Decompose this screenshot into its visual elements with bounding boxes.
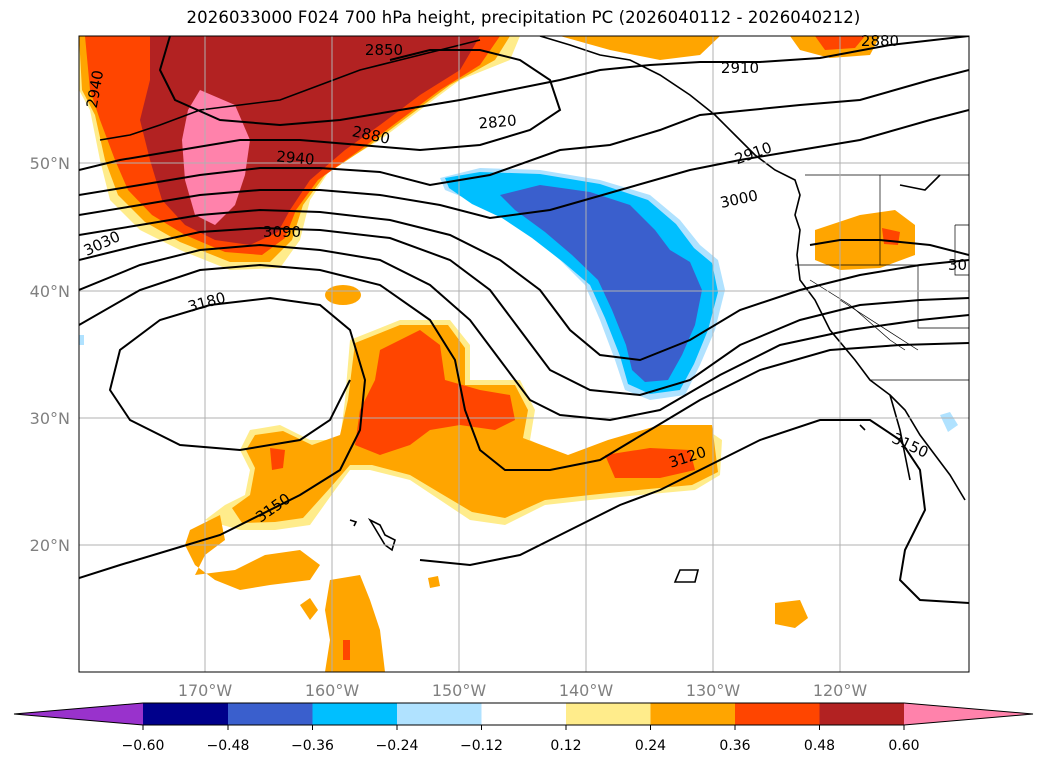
colorbar-segment bbox=[143, 703, 228, 725]
precipitation-shading bbox=[79, 36, 958, 672]
colorbar-segment bbox=[650, 703, 735, 725]
map-plot-area bbox=[79, 36, 969, 672]
colorbar-tick-label: −0.48 bbox=[207, 738, 250, 754]
longitude-labels: 170°W 160°W 150°W 140°W 130°W 120°W bbox=[178, 681, 868, 700]
contour-label: 3090 bbox=[263, 223, 301, 241]
lon-label: 140°W bbox=[559, 681, 614, 700]
colorbar-segment bbox=[904, 703, 1033, 725]
map-frame bbox=[78, 35, 970, 673]
lon-label: 150°W bbox=[432, 681, 487, 700]
map-title: 2026033000 F024 700 hPa height, precipit… bbox=[186, 8, 861, 27]
lat-label: 20°N bbox=[30, 536, 70, 555]
colorbar-tick-label: −0.12 bbox=[460, 738, 503, 754]
contour-label: 2910 bbox=[721, 59, 759, 77]
colorbar-tick-label: −0.24 bbox=[376, 738, 419, 754]
colorbar-segment bbox=[228, 703, 313, 725]
colorbar-tick-label: 0.24 bbox=[635, 738, 666, 754]
colorbar-tick-label: −0.36 bbox=[291, 738, 334, 754]
lat-label: 50°N bbox=[30, 154, 70, 173]
colorbar-tick-label: 0.36 bbox=[719, 738, 750, 754]
contour-label: 2880 bbox=[861, 32, 899, 50]
lat-label: 40°N bbox=[30, 282, 70, 301]
lon-label: 120°W bbox=[813, 681, 868, 700]
colorbar-segment bbox=[735, 703, 820, 725]
colorbar-tick-label: −0.60 bbox=[122, 738, 165, 754]
contour-label: 30 bbox=[948, 256, 967, 274]
colorbar-segment bbox=[14, 703, 143, 725]
colorbar-segment bbox=[819, 703, 904, 725]
colorbar-tick-label: 0.60 bbox=[888, 738, 919, 754]
colorbar-segment bbox=[566, 703, 651, 725]
lon-label: 170°W bbox=[178, 681, 233, 700]
colorbar-tick-label: 0.48 bbox=[804, 738, 835, 754]
positive-anomaly-gulf-of-alaska bbox=[560, 36, 720, 60]
colorbar-segment bbox=[397, 703, 482, 725]
colorbar-segment bbox=[481, 703, 566, 725]
height-contours bbox=[79, 36, 969, 604]
colorbar-segment bbox=[312, 703, 397, 725]
lon-label: 130°W bbox=[686, 681, 741, 700]
coastlines bbox=[99, 36, 966, 583]
lat-label: 30°N bbox=[30, 409, 70, 428]
contour-label: 2940 bbox=[276, 147, 316, 168]
colorbar-tick-label: 0.12 bbox=[550, 738, 581, 754]
latitude-labels: 50°N 40°N 30°N 20°N bbox=[30, 154, 70, 555]
colorbar-ticks bbox=[142, 725, 905, 730]
colorbar: −0.60 −0.48 −0.36 −0.24 −0.12 0.12 0.24 … bbox=[13, 702, 1034, 754]
lon-label: 160°W bbox=[305, 681, 360, 700]
contour-label: 2850 bbox=[365, 41, 403, 59]
contour-label: 2820 bbox=[478, 111, 518, 132]
